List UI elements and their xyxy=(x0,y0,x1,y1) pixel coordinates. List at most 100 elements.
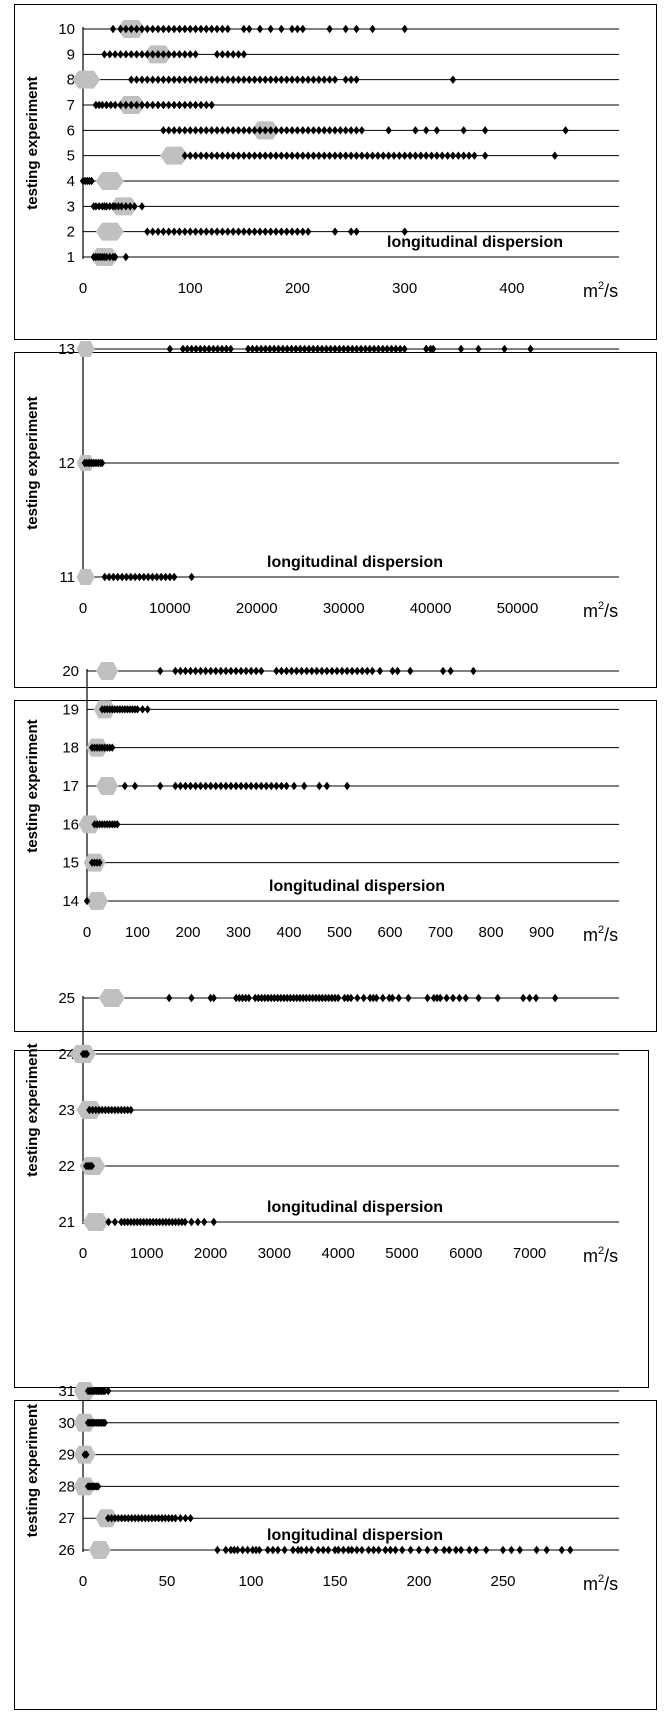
experiment-marker xyxy=(86,892,109,910)
x-tick-label: 7000 xyxy=(513,1245,546,1262)
data-point xyxy=(494,993,501,1003)
data-point xyxy=(320,1545,327,1555)
y-tick-label: 18 xyxy=(62,740,79,757)
data-point xyxy=(294,75,301,84)
y-tick-label: 13 xyxy=(58,341,75,358)
x-tick-label: 900 xyxy=(529,924,554,941)
data-point xyxy=(222,666,230,676)
data-point xyxy=(342,126,349,135)
data-point xyxy=(203,24,210,34)
data-point xyxy=(401,151,408,160)
data-point xyxy=(412,126,419,135)
data-point xyxy=(166,344,174,354)
data-point xyxy=(187,781,194,791)
data-point xyxy=(433,126,441,135)
data-point xyxy=(223,344,230,354)
x-tick-label: 0 xyxy=(79,1245,87,1262)
data-point xyxy=(353,151,360,160)
data-point xyxy=(347,126,355,135)
data-point xyxy=(392,344,400,354)
data-point xyxy=(154,24,162,34)
data-point xyxy=(118,572,126,582)
data-point xyxy=(213,227,221,236)
data-point xyxy=(353,24,360,34)
data-point xyxy=(160,227,167,236)
y-tick-label: 5 xyxy=(67,148,75,165)
data-point xyxy=(160,75,167,84)
data-point xyxy=(567,1545,574,1555)
data-point xyxy=(237,666,245,676)
data-point xyxy=(294,1545,302,1555)
x-tick-label: 100 xyxy=(125,924,150,941)
data-point xyxy=(187,24,194,34)
data-point xyxy=(245,993,253,1003)
data-point xyxy=(192,781,199,791)
data-point xyxy=(460,151,467,160)
data-point xyxy=(443,993,450,1003)
data-point xyxy=(390,151,398,160)
data-point xyxy=(203,151,210,160)
x-tick-label: 200 xyxy=(406,1573,431,1590)
data-point xyxy=(144,50,151,59)
data-point xyxy=(197,100,205,110)
data-point xyxy=(165,50,172,59)
data-point xyxy=(126,202,134,211)
data-point xyxy=(369,666,376,676)
x-tick-label: 300 xyxy=(392,280,417,297)
data-point xyxy=(353,1545,361,1555)
data-point xyxy=(354,993,361,1003)
data-point xyxy=(269,1545,277,1555)
data-point xyxy=(399,1545,406,1555)
data-point xyxy=(272,75,280,84)
data-point xyxy=(251,151,258,160)
data-point xyxy=(331,126,339,135)
data-point xyxy=(138,50,146,59)
data-point xyxy=(157,781,164,791)
data-point xyxy=(365,1545,372,1555)
data-point xyxy=(328,666,336,676)
data-point xyxy=(532,993,540,1003)
data-point xyxy=(192,75,199,84)
experiment-marker xyxy=(73,1382,96,1400)
data-point xyxy=(326,151,333,160)
annotation-label: longitudinal dispersion xyxy=(267,1527,443,1544)
data-point xyxy=(348,1545,355,1555)
data-point xyxy=(207,666,214,676)
data-point xyxy=(353,126,360,135)
y-tick-label: 20 xyxy=(62,663,79,680)
data-point xyxy=(331,344,339,354)
data-point xyxy=(310,126,317,135)
data-point xyxy=(122,252,130,262)
data-point xyxy=(128,75,135,84)
data-point xyxy=(278,227,285,236)
data-point xyxy=(133,50,140,59)
data-point xyxy=(337,151,344,160)
data-point xyxy=(304,126,312,135)
data-point xyxy=(235,227,242,236)
y-tick-label: 15 xyxy=(62,855,79,872)
data-point xyxy=(192,50,199,59)
data-point xyxy=(301,344,308,354)
x-tick-label: 250 xyxy=(490,1573,515,1590)
data-point xyxy=(171,572,178,582)
data-point xyxy=(439,666,447,676)
data-point xyxy=(197,126,205,135)
data-point xyxy=(170,50,178,59)
data-point xyxy=(267,75,274,84)
experiment-marker xyxy=(96,662,119,680)
data-point xyxy=(176,100,183,110)
data-point xyxy=(138,202,146,211)
x-tick-label: 50 xyxy=(159,1573,176,1590)
data-point xyxy=(370,344,378,354)
data-point xyxy=(274,1545,282,1555)
data-point xyxy=(508,1545,515,1555)
y-tick-label: 25 xyxy=(58,990,75,1007)
data-point xyxy=(252,666,260,676)
data-point xyxy=(160,24,167,34)
data-point xyxy=(219,227,226,236)
x-tick-label: 10000 xyxy=(149,600,191,617)
data-point xyxy=(294,227,301,236)
data-point xyxy=(465,151,473,160)
data-point xyxy=(194,1217,202,1227)
data-point xyxy=(268,781,275,791)
